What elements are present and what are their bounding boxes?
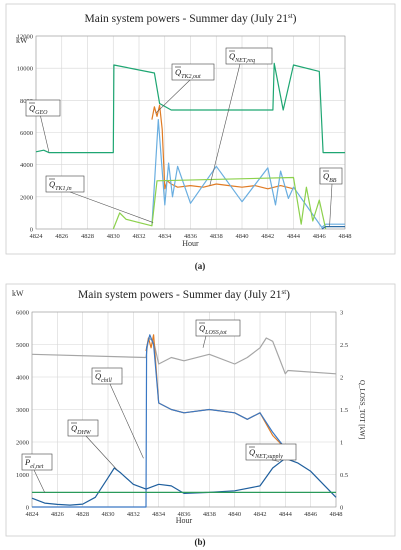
annotation-box — [21, 453, 53, 471]
y2-tick-label: 0.5 — [340, 472, 348, 479]
chart-frame — [5, 3, 396, 255]
annotation-leader — [329, 183, 333, 227]
annotation-box — [25, 99, 61, 117]
y-tick-label: 1000 — [16, 472, 29, 479]
x-axis-label: Hour — [182, 239, 199, 248]
x-tick-label: 4834 — [152, 511, 166, 518]
y2-tick-label: 2 — [340, 375, 343, 382]
x-tick-label: 4832 — [127, 511, 140, 518]
chart-panel-1: Main system powers - Summer day (July 21… — [5, 283, 396, 547]
series-line-Q_TK1,in — [112, 176, 327, 230]
annotation-label: QTK2,out — [175, 67, 201, 80]
annotation-label: QNET,supply — [249, 447, 283, 460]
x-tick-label: 4848 — [339, 233, 352, 240]
y2-tick-label: 2.5 — [340, 342, 348, 349]
x-tick-label: 4830 — [102, 511, 115, 518]
series-line-Q_BB — [321, 226, 345, 230]
x-axis-label: Hour — [176, 516, 193, 525]
y-tick-label: 2000 — [20, 194, 33, 201]
x-tick-label: 4842 — [261, 233, 274, 240]
annotation-leader — [209, 63, 241, 186]
annotation-leader — [202, 335, 207, 348]
x-tick-label: 4848 — [330, 511, 343, 518]
annotation-box — [245, 443, 297, 461]
x-tick-label: 4836 — [184, 233, 198, 240]
x-tick-label: 4832 — [133, 233, 146, 240]
y-tick-label: 5000 — [16, 342, 29, 349]
panel-label: (a) — [195, 261, 206, 271]
y-tick-label: 6000 — [20, 130, 33, 137]
y2-tick-label: 1.5 — [340, 407, 348, 414]
annotation-box — [67, 419, 99, 437]
x-tick-label: 4844 — [287, 233, 301, 240]
series-line-Q_NET,req — [151, 118, 345, 228]
x-tick-label: 4840 — [236, 233, 249, 240]
annotation-label: QGEO — [29, 103, 48, 116]
annotation-label: QTK1,in — [49, 179, 72, 192]
annotation-leader — [109, 383, 144, 459]
x-tick-label: 4824 — [30, 233, 44, 240]
y2-tick-label: 1 — [340, 440, 343, 447]
x-tick-label: 4840 — [228, 511, 241, 518]
annotation-label: QNET,req — [229, 51, 255, 64]
x-tick-label: 4844 — [279, 511, 293, 518]
annotation-box — [195, 319, 241, 337]
y-tick-label: 6000 — [16, 310, 29, 317]
chart-panel-0: Main system powers - Summer day (July 21… — [5, 3, 396, 271]
annotation-label: Qchill — [95, 371, 112, 384]
x-tick-label: 4828 — [76, 511, 89, 518]
x-tick-label: 4838 — [203, 511, 216, 518]
y-tick-label: 4000 — [20, 162, 33, 169]
x-tick-label: 4834 — [158, 233, 172, 240]
annotation-box — [171, 63, 215, 81]
x-tick-label: 4846 — [313, 233, 327, 240]
annotation-box — [45, 175, 85, 193]
annotation-box — [225, 47, 273, 65]
y-axis-label: kW — [12, 289, 24, 298]
y-axis-label: kW — [16, 36, 28, 45]
x-tick-label: 4830 — [107, 233, 120, 240]
series-line-Q_GEO — [35, 62, 345, 154]
annotation-label: QBB — [323, 171, 337, 184]
annotation-label: QLOSS,tot — [199, 323, 227, 336]
y-tick-label: 0 — [26, 505, 29, 512]
annotation-box — [91, 367, 123, 385]
annotation-label: QDHW — [71, 423, 92, 436]
y-tick-label: 3000 — [16, 407, 29, 414]
y2-tick-label: 0 — [340, 505, 343, 512]
plot-area — [31, 311, 337, 508]
y-tick-label: 4000 — [16, 375, 29, 382]
x-tick-label: 4828 — [81, 233, 94, 240]
x-tick-label: 4824 — [26, 511, 40, 518]
y-tick-label: 2000 — [16, 440, 29, 447]
x-tick-label: 4842 — [254, 511, 267, 518]
annotation-label: Pel,net — [24, 457, 44, 470]
annotation-leader — [39, 113, 50, 152]
annotation-leader — [69, 191, 154, 223]
x-tick-label: 4838 — [210, 233, 223, 240]
annotation-box — [319, 167, 343, 185]
y2-axis-label: Q_LOSS_TOT [kW] — [358, 380, 366, 439]
chart-title: Main system powers - Summer day (July 21… — [85, 12, 297, 25]
x-tick-label: 4846 — [304, 511, 318, 518]
annotation-leader — [155, 79, 191, 114]
plot-area — [35, 35, 346, 230]
y-tick-label: 0 — [30, 227, 33, 234]
panel-label: (b) — [195, 537, 206, 547]
y2-tick-label: 3 — [340, 310, 343, 317]
x-tick-label: 4826 — [51, 511, 65, 518]
annotation-leader — [33, 469, 45, 493]
x-tick-label: 4826 — [55, 233, 69, 240]
x-tick-label: 4836 — [178, 511, 192, 518]
y-tick-label: 12000 — [17, 34, 33, 41]
series-line-Q_chill — [32, 334, 286, 508]
chart-title: Main system powers - Summer day (July 21… — [78, 288, 290, 301]
annotation-leader — [85, 435, 118, 470]
y-tick-label: 10000 — [17, 66, 33, 73]
